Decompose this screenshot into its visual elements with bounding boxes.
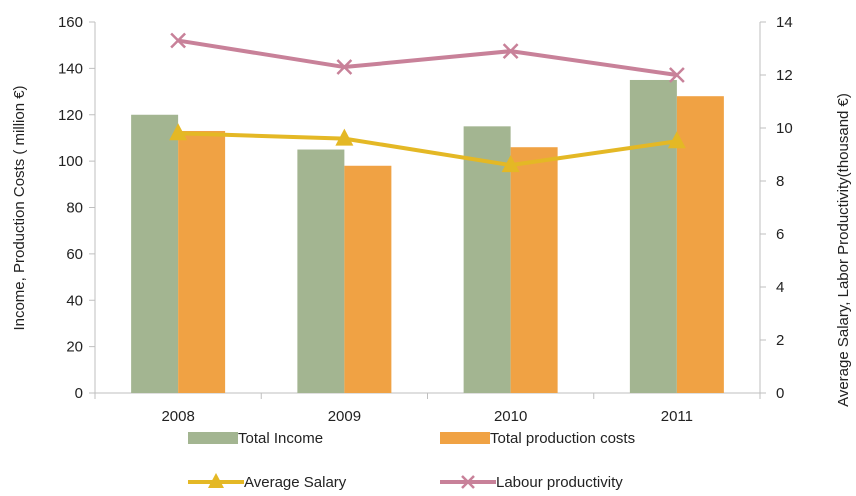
- point-average-salary: [169, 123, 188, 141]
- right-tick-label: 10: [776, 120, 793, 137]
- point-labour-productivity: [170, 32, 187, 49]
- point-average-salary: [667, 131, 686, 149]
- x-tick-label: 2009: [328, 408, 361, 425]
- right-tick-label: 4: [776, 279, 784, 296]
- line-average-salary: [178, 131, 678, 168]
- line-series: [169, 32, 686, 173]
- line-labour-productivity: [177, 38, 678, 77]
- legend-label: Average Salary: [244, 474, 347, 491]
- right-y-axis-label: Average Salary, Labor Productivity(thous…: [835, 93, 852, 407]
- point-labour-productivity: [668, 67, 685, 83]
- legend-label: Total production costs: [490, 430, 635, 447]
- bar-series: [131, 79, 724, 393]
- left-tick-label: 140: [58, 60, 83, 77]
- left-tick-label: 0: [75, 385, 83, 402]
- right-y-ticks: 0 2 4 6 8 10 12 14: [760, 14, 793, 402]
- legend-marker: [208, 473, 224, 488]
- bar-total-income: [131, 114, 179, 393]
- bar-total-production-costs: [178, 130, 226, 393]
- point-labour-productivity: [336, 59, 353, 75]
- right-tick-label: 8: [776, 173, 784, 190]
- x-tick-labels: 2008 2009 2010 2011: [94, 393, 761, 425]
- left-tick-label: 160: [58, 14, 83, 31]
- x-tick-label: 2011: [661, 408, 693, 425]
- point-average-salary: [335, 128, 354, 146]
- bar-total-production-costs: [344, 165, 392, 393]
- legend-label: Total Income: [238, 430, 323, 447]
- right-tick-label: 6: [776, 226, 784, 243]
- left-y-axis-label: Income, Production Costs ( million €): [11, 85, 28, 330]
- right-tick-label: 12: [776, 67, 793, 84]
- point-labour-productivity: [502, 43, 519, 60]
- left-tick-label: 60: [66, 246, 83, 263]
- legend-item-labour-productivity: Labour productivity: [440, 474, 623, 491]
- left-tick-label: 100: [58, 153, 83, 170]
- left-y-ticks: 0 20 40 60 80 100 120 140 160: [58, 14, 95, 402]
- legend-swatch: [440, 432, 490, 444]
- left-tick-label: 20: [66, 339, 83, 356]
- left-tick-label: 80: [66, 200, 83, 217]
- right-tick-label: 2: [776, 332, 784, 349]
- left-tick-label: 120: [58, 107, 83, 124]
- bar-total-production-costs: [676, 96, 724, 393]
- x-tick-label: 2008: [161, 408, 194, 425]
- x-tick-label: 2010: [494, 408, 527, 425]
- legend-label: Labour productivity: [496, 474, 623, 491]
- bar-total-income: [297, 149, 345, 393]
- bar-total-income: [463, 126, 511, 393]
- bar-total-income: [629, 79, 677, 393]
- bar-total-production-costs: [510, 147, 558, 393]
- left-tick-label: 40: [66, 292, 83, 309]
- right-tick-label: 14: [776, 14, 793, 31]
- legend-item-total-income: Total Income: [188, 430, 323, 447]
- legend-marker: [461, 475, 475, 489]
- legend-item-average-salary: Average Salary: [188, 473, 347, 491]
- point-average-salary: [501, 155, 520, 173]
- legend: Total Income Total production costs Averag…: [188, 430, 635, 491]
- legend-swatch: [188, 432, 238, 444]
- right-tick-label: 0: [776, 385, 784, 402]
- legend-item-total-production-costs: Total production costs: [440, 430, 635, 447]
